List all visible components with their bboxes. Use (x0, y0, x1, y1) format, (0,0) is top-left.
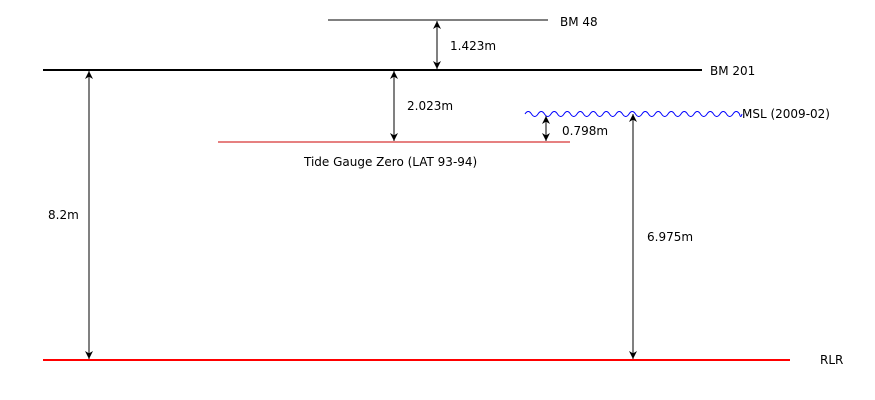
measure-bm201-tgz: 2.023m (407, 99, 453, 113)
bm48-label: BM 48 (560, 15, 598, 29)
measure-bm48-bm201: 1.423m (450, 39, 496, 53)
measure-bm201-rlr: 8.2m (48, 208, 79, 222)
tide-gauge-zero-label: Tide Gauge Zero (LAT 93-94) (303, 155, 477, 169)
rlr-label: RLR (820, 353, 843, 367)
measure-tgz-msl: 0.798m (562, 124, 608, 138)
msl-label: MSL (2009-02) (742, 107, 830, 121)
bm201-label: BM 201 (710, 64, 755, 78)
measure-msl-rlr: 6.975m (647, 230, 693, 244)
